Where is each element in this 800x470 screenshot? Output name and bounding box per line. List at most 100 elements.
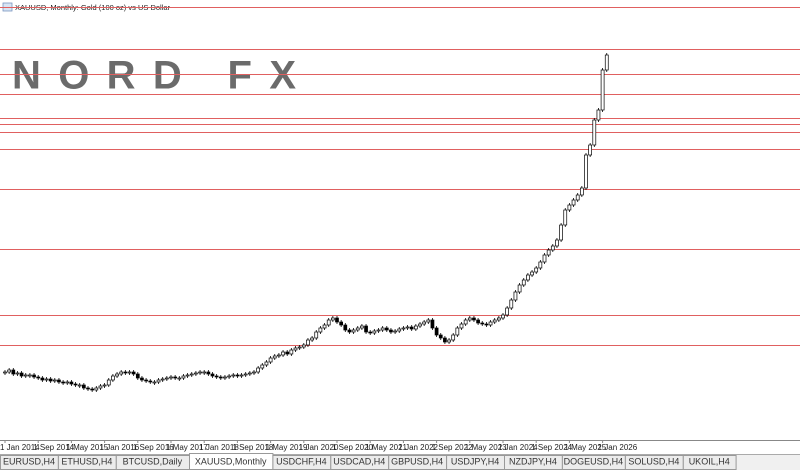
candle <box>451 334 456 341</box>
tab-label[interactable]: XAUUSD,Monthly <box>195 456 267 466</box>
candle <box>530 271 534 276</box>
candle <box>206 371 211 375</box>
candle <box>567 204 572 211</box>
tab-label[interactable]: NZDJPY,H4 <box>509 456 557 466</box>
candle <box>467 317 472 321</box>
candle <box>438 334 443 339</box>
candle <box>198 371 202 374</box>
candle <box>476 319 480 324</box>
candle <box>94 387 99 391</box>
candle <box>73 383 78 386</box>
x-tick-label: 1 May 2017 <box>166 443 208 452</box>
tab-label[interactable]: ETHUSD,H4 <box>61 456 112 466</box>
candle <box>277 354 281 357</box>
candle <box>15 372 20 375</box>
x-tick-label: 1 Sep 2014 <box>33 443 74 452</box>
candle <box>563 209 568 226</box>
candle <box>301 344 306 348</box>
candle <box>165 377 169 380</box>
candle <box>260 364 265 369</box>
candle <box>497 317 501 321</box>
candle <box>534 267 539 273</box>
candle <box>252 371 256 374</box>
candle <box>98 385 103 389</box>
candle <box>40 377 45 381</box>
candle <box>119 371 124 375</box>
x-tick-label: 1 Jan 2018 <box>199 443 239 452</box>
candle <box>177 377 182 380</box>
candle <box>90 388 95 391</box>
x-tick-label: 1 Jan 2014 <box>0 443 40 452</box>
candle <box>239 374 244 377</box>
x-tick-label: 1 Sep 2022 <box>432 443 473 452</box>
x-tick-label: 1 May 2015 <box>66 443 108 452</box>
tab-label[interactable]: DOGEUSD,H4 <box>564 456 624 466</box>
candle <box>584 154 588 189</box>
candle <box>81 384 86 389</box>
candle <box>355 327 360 331</box>
candle <box>472 317 476 321</box>
tab-label[interactable]: EURUSD,H4 <box>3 456 55 466</box>
candle <box>106 379 111 386</box>
candle <box>488 321 493 326</box>
candle <box>57 379 61 383</box>
candle <box>194 372 198 375</box>
candle <box>380 327 385 331</box>
tab-label[interactable]: UKOIL,H4 <box>689 456 730 466</box>
candle <box>414 325 418 330</box>
logo: NORD FX <box>12 54 302 98</box>
candle <box>521 279 526 286</box>
candle <box>372 330 377 334</box>
candle <box>131 371 136 375</box>
x-tick-label: 1 Jan 2020 <box>299 443 339 452</box>
candle <box>318 327 323 333</box>
candle <box>227 375 231 378</box>
candle <box>555 239 559 247</box>
candle <box>111 375 115 381</box>
candle <box>44 378 49 381</box>
candle <box>32 374 36 378</box>
candle <box>538 261 543 269</box>
candle <box>152 381 157 384</box>
candle <box>135 373 140 379</box>
tab-label[interactable]: GBPUSD,H4 <box>391 456 443 466</box>
tab-label[interactable]: SOLUSD,H4 <box>628 456 679 466</box>
candle <box>140 377 144 381</box>
candle <box>418 323 422 327</box>
candle <box>575 194 580 201</box>
candle <box>331 317 335 321</box>
candle <box>604 54 609 71</box>
candle <box>218 376 223 379</box>
tab-label[interactable]: BTCUSD,Daily <box>123 456 183 466</box>
x-tick-label: 1 May 2025 <box>564 443 606 452</box>
candle <box>52 379 57 382</box>
candle <box>36 376 41 379</box>
candle <box>314 331 319 339</box>
candle <box>293 347 298 351</box>
tab-label[interactable]: USDJPY,H4 <box>451 456 499 466</box>
candle <box>202 371 207 374</box>
candle <box>389 329 393 333</box>
candle <box>397 328 402 332</box>
candle <box>310 337 314 341</box>
candle <box>550 245 555 251</box>
candle <box>264 361 269 366</box>
x-tick-label: 1 Jan 2022 <box>398 443 438 452</box>
candle <box>409 326 414 330</box>
candle <box>364 325 368 333</box>
tab-label[interactable]: USDCAD,H4 <box>333 456 385 466</box>
candle <box>455 327 460 336</box>
candle <box>48 378 53 382</box>
candle <box>148 380 153 383</box>
candle <box>297 346 302 349</box>
candle <box>526 274 530 281</box>
candle <box>517 284 522 293</box>
candle <box>102 384 107 387</box>
candle <box>513 291 518 301</box>
candle <box>571 199 576 206</box>
candle <box>542 254 547 263</box>
tab-label[interactable]: USDCHF,H4 <box>276 456 327 466</box>
